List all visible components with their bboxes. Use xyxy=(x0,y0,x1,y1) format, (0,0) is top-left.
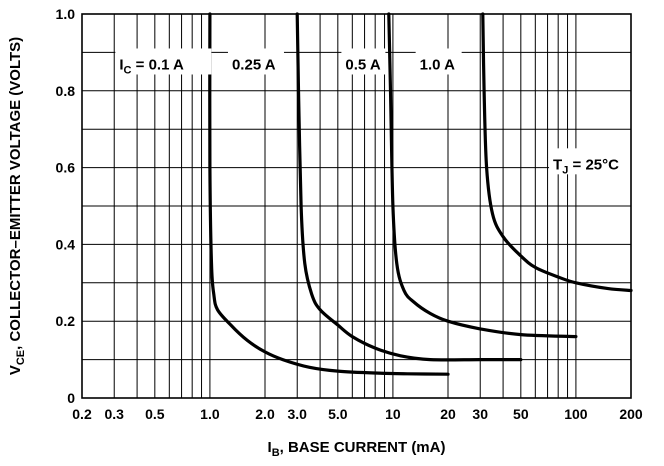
x-tick-label: 1.0 xyxy=(200,406,220,422)
x-axis-title: IB, BASE CURRENT (mA) xyxy=(268,439,446,459)
y-tick-label: 0.6 xyxy=(56,160,76,176)
curves xyxy=(208,12,633,376)
x-tick-label: 3.0 xyxy=(287,406,307,422)
curve-labels: IC = 0.1 A 0.25 A 0.5 A 1.0 A TJ = 25°C xyxy=(115,48,646,177)
x-tick-label: 10 xyxy=(385,406,401,422)
x-tick-label: 200 xyxy=(619,406,643,422)
label-background xyxy=(115,48,212,75)
series-curve-2 xyxy=(295,12,523,362)
temperature-annotation: TJ = 25°C xyxy=(553,157,619,177)
y-tick-label: 0 xyxy=(67,390,75,406)
y-tick-label: 0.4 xyxy=(56,236,76,252)
x-tick-label: 30 xyxy=(472,406,488,422)
x-tick-label: 0.2 xyxy=(72,406,92,422)
series-label-3: 0.5 A xyxy=(345,57,380,74)
tick-labels: 0.2 0.3 0.5 1.0 2.0 3.0 5.0 10 20 30 50 100 20000.20… xyxy=(56,6,643,422)
series-label-4: 1.0 A xyxy=(420,57,455,74)
y-tick-label: 0.2 xyxy=(56,313,76,329)
label-background xyxy=(549,148,646,175)
axis-titles: IB, BASE CURRENT (mA) VCE, COLLECTOR–EMIT… xyxy=(7,37,445,459)
series-curve-1 xyxy=(208,12,450,376)
y-tick-label: 1.0 xyxy=(56,6,76,22)
x-tick-label: 2.0 xyxy=(255,406,275,422)
label-background xyxy=(227,48,284,75)
y-axis-title: VCE, COLLECTOR–EMITTER VOLTAGE (VOLTS) xyxy=(7,37,27,375)
x-tick-label: 50 xyxy=(513,406,529,422)
y-tick-label: 0.8 xyxy=(56,83,76,99)
x-tick-label: 100 xyxy=(564,406,588,422)
x-tick-label: 0.3 xyxy=(104,406,124,422)
label-background xyxy=(415,48,462,75)
series-curve-4 xyxy=(481,12,633,293)
plot-frame xyxy=(81,13,632,399)
x-tick-label: 5.0 xyxy=(328,406,348,422)
x-tick-label: 0.5 xyxy=(145,406,165,422)
series-curve-3 xyxy=(387,12,578,339)
label-background xyxy=(341,48,386,75)
series-label-1: IC = 0.1 A xyxy=(119,57,184,77)
x-tick-label: 20 xyxy=(440,406,456,422)
series-label-2: 0.25 A xyxy=(232,57,276,74)
